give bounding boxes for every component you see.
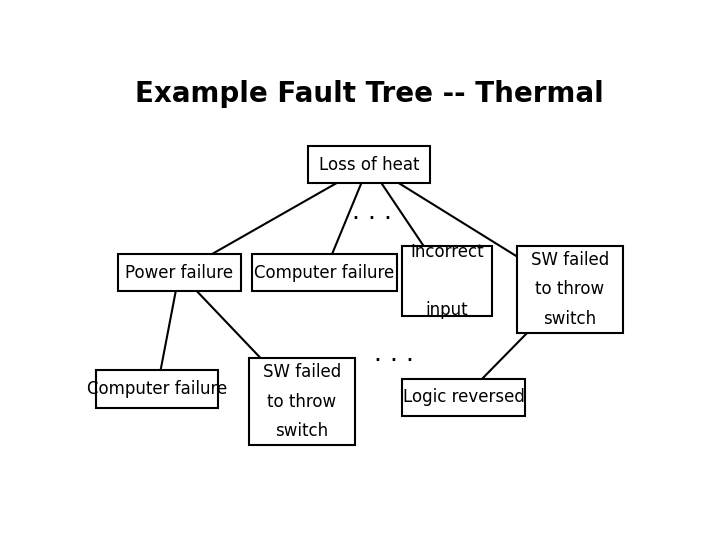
Text: Computer failure: Computer failure <box>254 264 395 282</box>
Text: . . .: . . . <box>352 200 392 225</box>
Text: SW failed
to throw
switch: SW failed to throw switch <box>263 363 341 440</box>
FancyBboxPatch shape <box>402 246 492 316</box>
Text: Logic reversed: Logic reversed <box>403 388 525 407</box>
Text: Computer failure: Computer failure <box>87 380 227 398</box>
FancyBboxPatch shape <box>307 146 431 183</box>
Text: Loss of heat: Loss of heat <box>319 156 419 173</box>
Text: Example Fault Tree -- Thermal: Example Fault Tree -- Thermal <box>135 80 603 108</box>
FancyBboxPatch shape <box>402 379 526 416</box>
FancyBboxPatch shape <box>249 358 355 446</box>
FancyBboxPatch shape <box>96 370 218 408</box>
FancyBboxPatch shape <box>517 246 623 333</box>
FancyBboxPatch shape <box>118 254 240 292</box>
FancyBboxPatch shape <box>252 254 397 292</box>
Text: Power failure: Power failure <box>125 264 233 282</box>
Text: SW failed
to throw
switch: SW failed to throw switch <box>531 251 609 328</box>
Text: . . .: . . . <box>374 342 414 366</box>
Text: Incorrect

input: Incorrect input <box>410 243 484 319</box>
